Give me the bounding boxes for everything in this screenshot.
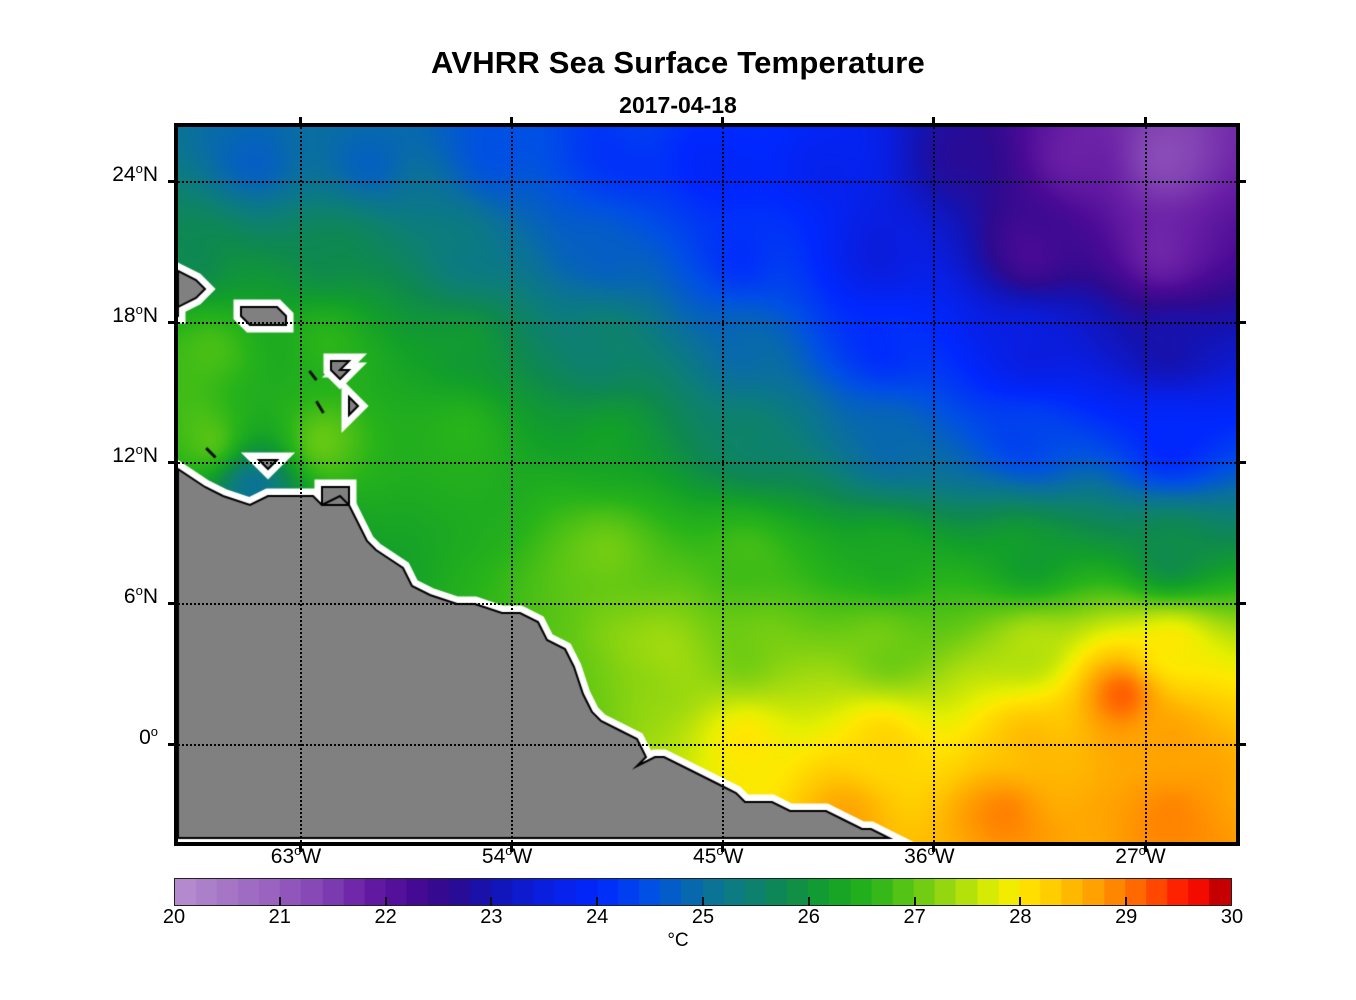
x-axis-label: 63oW — [270, 843, 322, 868]
colorbar-tick-label: 27 — [903, 906, 926, 928]
x-axis-tick — [1143, 842, 1147, 852]
colorbar[interactable] — [174, 878, 1232, 906]
y-axis-tick — [168, 601, 178, 605]
x-axis-tick — [1143, 117, 1147, 127]
colorbar-tick — [384, 897, 387, 906]
figure-subtitle: 2017-04-18 — [619, 92, 737, 118]
colorbar-tick — [807, 897, 810, 906]
y-axis-tick — [1236, 601, 1246, 605]
colorbar-unit-label: °C — [667, 930, 689, 951]
x-axis-tick — [298, 117, 302, 127]
x-axis-tick — [932, 842, 936, 852]
colorbar-tick — [913, 897, 916, 906]
y-axis-label: 24oN — [112, 160, 158, 186]
colorbar-tick-label: 20 — [162, 906, 186, 928]
colorbar-tick — [490, 897, 493, 906]
colorbar-tick-label: 21 — [268, 906, 291, 928]
y-axis-tick — [1236, 742, 1246, 746]
x-axis-tick — [298, 842, 302, 852]
colorbar-tick — [596, 897, 599, 906]
colorbar-tick-label: 28 — [1009, 906, 1032, 928]
y-axis-tick — [168, 179, 178, 183]
colorbar-tick-label: 23 — [480, 906, 503, 928]
x-axis-label: 36oW — [904, 843, 955, 868]
colorbar-tick — [1125, 897, 1128, 906]
colorbar-tick — [278, 897, 281, 906]
y-axis-label: 0o — [139, 723, 158, 749]
colorbar-tick-label: 30 — [1220, 906, 1244, 928]
x-axis-tick — [510, 117, 514, 127]
y-axis-tick — [1236, 320, 1246, 324]
x-axis-label: 27oW — [1115, 843, 1166, 868]
y-axis-tick — [168, 461, 178, 465]
y-axis-label: 18oN — [112, 301, 158, 327]
colorbar-tick-label: 22 — [374, 906, 397, 928]
colorbar-tick-label: 29 — [1115, 906, 1138, 928]
map-plot-area[interactable] — [168, 117, 1246, 852]
y-axis-label: 12oN — [112, 442, 158, 468]
land-mask-layer — [178, 127, 1236, 842]
x-axis-tick — [932, 117, 936, 127]
colorbar-tick-label: 26 — [797, 906, 820, 928]
colorbar-tick-label: 24 — [586, 906, 609, 928]
colorbar-tick — [702, 897, 704, 906]
x-axis-tick — [721, 842, 725, 852]
y-axis-tick — [168, 320, 178, 324]
x-axis-label: 45oW — [693, 843, 744, 868]
x-axis-label: 54oW — [481, 843, 533, 868]
page-title: AVHRR Sea Surface Temperature — [431, 45, 925, 80]
x-axis-tick — [510, 842, 514, 852]
y-axis-tick — [168, 742, 178, 746]
x-axis-tick — [721, 117, 725, 127]
colorbar-tick-label: 25 — [691, 906, 715, 928]
map-clip — [178, 127, 1236, 842]
y-axis-tick — [1236, 179, 1246, 183]
colorbar-tick — [1019, 897, 1022, 906]
y-axis-label: 6oN — [123, 582, 158, 608]
y-axis-tick — [1236, 461, 1246, 465]
